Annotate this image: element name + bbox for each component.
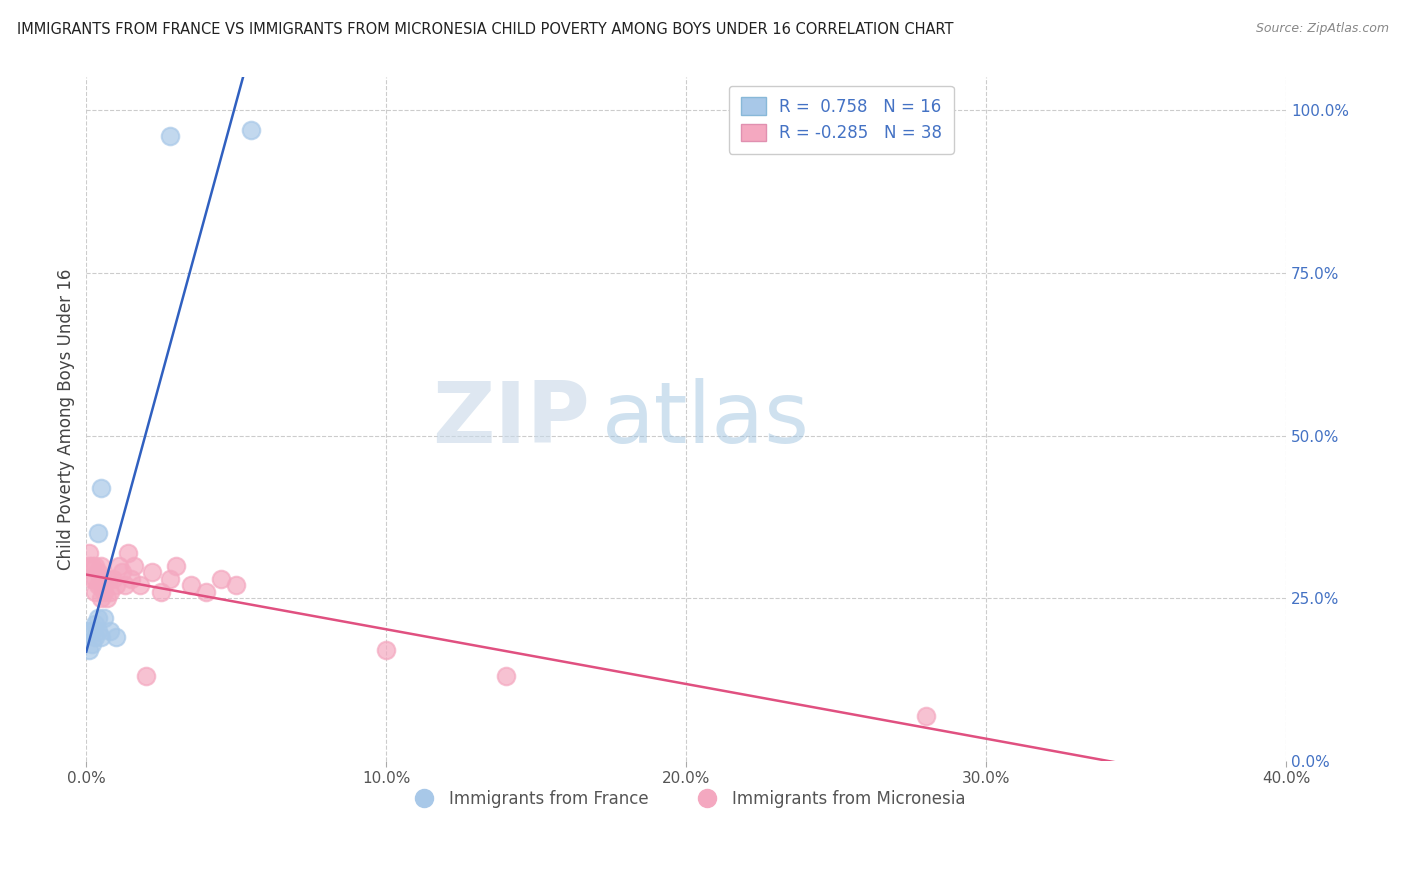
Point (114, 578, 136, 592)
Point (240, 122, 263, 136)
Point (82, 637, 104, 651)
Point (82, 558, 104, 573)
Point (141, 566, 163, 580)
Point (84, 631, 107, 645)
Point (195, 584, 218, 599)
Text: atlas: atlas (602, 377, 810, 461)
Point (159, 129, 181, 144)
Point (209, 572, 232, 586)
Point (150, 584, 173, 599)
Point (135, 669, 157, 683)
Point (90, 631, 112, 645)
Point (225, 578, 247, 592)
Legend: Immigrants from France, Immigrants from Micronesia: Immigrants from France, Immigrants from … (401, 783, 972, 814)
Point (93, 611, 115, 625)
Point (124, 558, 146, 573)
Y-axis label: Child Poverty Among Boys Under 16: Child Poverty Among Boys Under 16 (58, 268, 75, 570)
Point (375, 643, 398, 657)
Point (82, 572, 104, 586)
Point (90, 558, 112, 573)
Point (96, 572, 118, 586)
Point (495, 669, 517, 683)
Point (93, 584, 115, 599)
Point (79, 558, 101, 573)
Point (84, 584, 107, 599)
Point (87, 611, 110, 625)
Point (87, 526, 110, 541)
Point (84, 572, 107, 586)
Point (87, 566, 110, 580)
Point (165, 558, 187, 573)
Text: Source: ZipAtlas.com: Source: ZipAtlas.com (1256, 22, 1389, 36)
Point (915, 708, 938, 723)
Text: ZIP: ZIP (433, 377, 591, 461)
Point (111, 566, 134, 580)
Point (129, 578, 152, 592)
Point (79, 643, 101, 657)
Point (105, 631, 128, 645)
Point (84, 558, 107, 573)
Point (108, 558, 131, 573)
Point (117, 546, 139, 560)
Point (90, 578, 112, 592)
Point (79, 624, 101, 638)
Point (120, 572, 142, 586)
Point (180, 578, 202, 592)
Point (90, 591, 112, 606)
Point (90, 481, 112, 495)
Point (98, 624, 121, 638)
Text: IMMIGRANTS FROM FRANCE VS IMMIGRANTS FROM MICRONESIA CHILD POVERTY AMONG BOYS UN: IMMIGRANTS FROM FRANCE VS IMMIGRANTS FRO… (17, 22, 953, 37)
Point (93, 572, 115, 586)
Point (87, 624, 110, 638)
Point (159, 572, 181, 586)
Point (84, 617, 107, 632)
Point (105, 578, 128, 592)
Point (82, 624, 104, 638)
Point (79, 546, 101, 560)
Point (98, 584, 121, 599)
Point (96, 591, 118, 606)
Point (87, 578, 110, 592)
Point (103, 572, 125, 586)
